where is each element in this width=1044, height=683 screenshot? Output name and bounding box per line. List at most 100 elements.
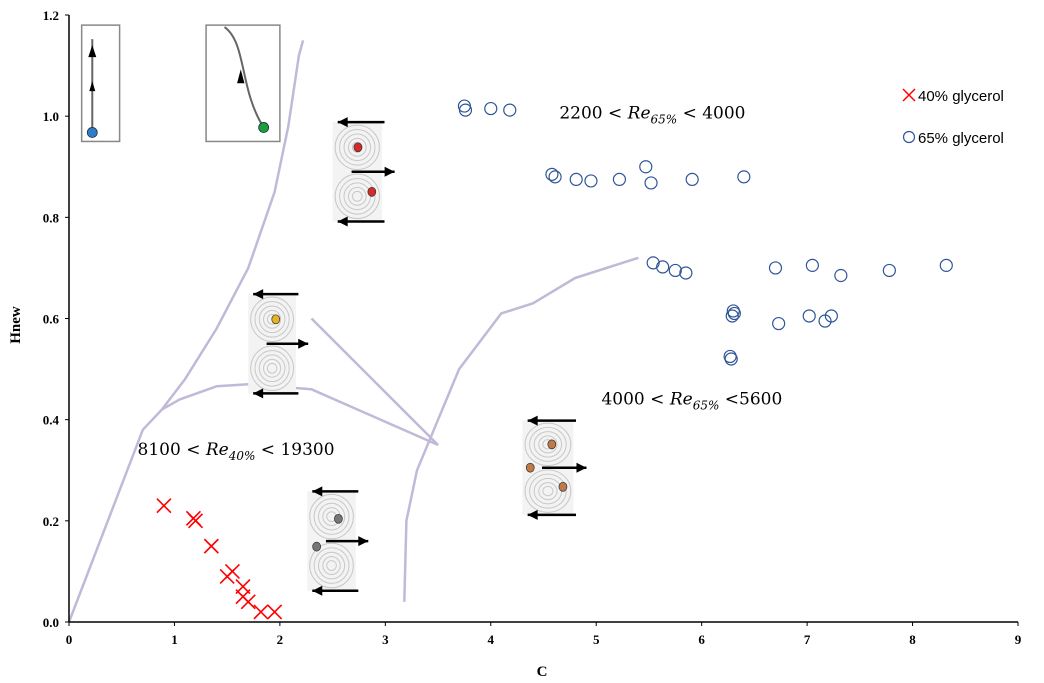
trajectory-arrow-head [89, 81, 96, 92]
flow-arrow-left-head [253, 289, 264, 300]
particle-dot [525, 462, 535, 473]
x-stroke [203, 538, 219, 554]
y-tick-label: 1.0 [43, 109, 59, 124]
x-stroke [224, 563, 241, 579]
vortex-contour [343, 133, 372, 162]
vortex-inset [248, 289, 309, 399]
particle-dot [258, 122, 270, 133]
regime-label-re: Re [669, 389, 693, 409]
y-tick-label: 0.8 [43, 210, 60, 225]
particle-dot [558, 481, 568, 492]
flow-arrow-left-head [527, 509, 538, 520]
data-points [156, 99, 953, 620]
vortex-contour [538, 482, 558, 501]
vortex-contour [254, 301, 290, 338]
regime-boundary [67, 39, 305, 623]
vortex-contour [318, 502, 346, 531]
particle-dot [334, 513, 343, 524]
data-point-x [203, 538, 219, 554]
x-tick-label: 4 [488, 632, 495, 647]
regime-label: 8100 < Re40% < 19300 [138, 440, 335, 463]
particle-dot [367, 186, 377, 197]
flow-arrow-left-head [527, 415, 538, 426]
vortex-contour [263, 309, 282, 329]
vortex-contour [313, 498, 350, 535]
flow-arrow-right-head [298, 338, 309, 349]
data-point-circle [824, 309, 838, 323]
legend-marker-65-glycerol [902, 130, 916, 144]
vortex-contour [254, 349, 290, 387]
data-point-circle [668, 263, 682, 278]
regime-labels: 8100 < Re40% < 19300 2200 < Re65% < 4000 4… [138, 104, 783, 463]
x-stroke [187, 513, 204, 529]
data-point-circle [457, 99, 472, 113]
y-tick-label: 0.4 [43, 413, 60, 428]
trajectory-path [223, 26, 265, 128]
vortex-contour [309, 493, 354, 540]
data-point-circle [545, 167, 559, 181]
regime-label-suffix: < 4000 [677, 104, 745, 124]
flow-arrow-left-head [253, 388, 264, 399]
vortex-contour [339, 129, 376, 166]
vortex-contour [538, 435, 558, 454]
regime-label-re: Re [205, 440, 229, 460]
flow-arrow-right-head [576, 462, 587, 473]
vortex-contour [351, 190, 363, 202]
legend: 40% glycerol 65% glycerol [902, 88, 1004, 147]
y-tick-label: 0.0 [43, 615, 59, 630]
data-point-circle [802, 309, 816, 323]
data-point-circle [725, 309, 739, 323]
x-tick-label: 8 [909, 632, 916, 647]
vortex-contour [313, 547, 350, 584]
x-stroke [267, 604, 283, 620]
data-point-circle [724, 352, 738, 366]
particle-dot [353, 142, 363, 153]
x-axis-title: C [537, 664, 548, 680]
data-point-x [253, 604, 269, 620]
flow-arrow-left-head [312, 486, 323, 497]
x-stroke [253, 604, 269, 620]
vortex-contour [263, 358, 282, 378]
vortex-inset [332, 117, 395, 227]
regime-boundary [161, 383, 249, 411]
y-tick-label: 0.6 [43, 312, 60, 327]
data-point-circle [882, 263, 896, 278]
series-65-glycerol [457, 99, 953, 366]
flow-insets [80, 24, 587, 596]
trajectory-inset [80, 24, 121, 143]
regime-label: 2200 < Re65% < 4000 [559, 104, 745, 127]
x-tick-label: 0 [66, 632, 73, 647]
regime-label-prefix: 4000 < [601, 389, 669, 409]
data-point-x [240, 594, 256, 610]
x-tick-label: 3 [382, 632, 389, 647]
vortex-contour [266, 362, 278, 374]
inset-frame [80, 24, 121, 143]
legend-label-40-glycerol: 40% glycerol [918, 88, 1004, 105]
particle-dot [271, 314, 281, 325]
particle-dot [547, 439, 557, 450]
vortex-contour [322, 556, 341, 575]
vortex-contour [529, 473, 567, 509]
vortex-inset [522, 415, 587, 520]
data-point-circle [834, 268, 848, 283]
regime-label-suffix: < 19300 [255, 440, 334, 460]
data-point-circle [737, 170, 751, 184]
particle-dot [86, 127, 98, 138]
y-tick-label: 0.2 [43, 514, 59, 529]
flow-arrow-left-head [312, 585, 323, 596]
vortex-contour [347, 137, 367, 157]
vortex-contour [326, 560, 337, 571]
data-point-circle [646, 256, 660, 270]
legend-marker-40-glycerol [902, 88, 916, 102]
particle-dot [312, 541, 321, 552]
vortex-contour [524, 469, 572, 513]
vortex-contour [542, 485, 554, 497]
x-tick-label: 9 [1015, 632, 1022, 647]
data-point-x [224, 563, 241, 579]
vortex-contour [258, 305, 286, 334]
data-point-circle [548, 170, 562, 184]
x-tick-label: 6 [698, 632, 705, 647]
regime-label-subscript: 65% [651, 113, 678, 127]
vortex-contour [309, 542, 354, 589]
data-point-circle [727, 306, 741, 321]
